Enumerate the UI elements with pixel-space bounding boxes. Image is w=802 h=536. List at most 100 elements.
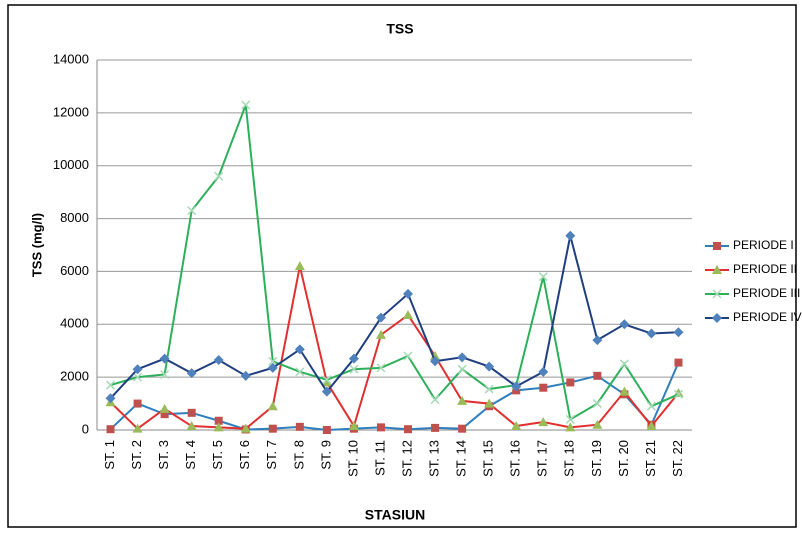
chart-title: TSS (386, 21, 413, 37)
data-point (457, 395, 468, 405)
data-point (268, 424, 277, 433)
legend-label: PERIODE I (733, 238, 794, 252)
data-point (214, 171, 224, 181)
data-point (321, 377, 332, 387)
x-tick-label: ST. 17 (535, 440, 550, 477)
data-point (349, 364, 359, 374)
data-point (348, 421, 359, 431)
legend-label: PERIODE III (733, 286, 800, 300)
data-point (132, 364, 143, 375)
data-point (592, 399, 602, 409)
data-point (619, 319, 630, 330)
series-line (110, 104, 679, 422)
data-point (712, 265, 722, 274)
data-point (404, 425, 413, 434)
x-tick-label: ST. 18 (562, 440, 577, 477)
data-point (294, 261, 305, 271)
data-point (268, 356, 278, 366)
y-tick-label: 6000 (60, 263, 89, 278)
x-tick-label: ST. 20 (616, 440, 631, 477)
series-line (109, 362, 680, 432)
x-tick-label: ST. 19 (589, 440, 604, 477)
data-point (430, 351, 441, 360)
data-point (160, 410, 169, 419)
data-point (213, 422, 224, 432)
y-tick-label: 2000 (60, 369, 89, 384)
data-point (375, 312, 386, 323)
x-tick-label: ST. 1 (102, 440, 117, 470)
data-point (267, 401, 278, 411)
data-point (321, 386, 332, 397)
data-point (133, 399, 142, 408)
y-tick-label: 8000 (60, 210, 89, 225)
data-point (132, 423, 143, 433)
data-point (673, 327, 684, 338)
data-point (713, 242, 721, 250)
data-point (712, 289, 722, 299)
data-point (322, 426, 331, 434)
data-point (592, 419, 603, 429)
data-point (538, 272, 548, 282)
data-point (187, 408, 196, 417)
data-point (241, 100, 251, 110)
data-point (294, 344, 305, 355)
data-point (592, 335, 603, 346)
data-point (431, 423, 440, 432)
y-axis-label: TSS (mg/l) (29, 213, 44, 277)
data-point (457, 364, 467, 374)
series-line (109, 265, 680, 430)
data-point (430, 356, 441, 367)
x-tick-label: ST. 3 (156, 440, 171, 470)
data-point (106, 425, 115, 434)
x-tick-label: ST. 8 (291, 440, 306, 470)
data-point (213, 354, 224, 365)
data-point (566, 378, 575, 387)
data-point (646, 401, 656, 411)
data-point (322, 375, 332, 385)
x-tick-label: ST. 14 (454, 440, 469, 477)
data-point (430, 395, 440, 405)
data-point (376, 363, 386, 373)
x-tick-label: ST. 2 (129, 440, 144, 470)
y-tick-label: 14000 (53, 51, 89, 66)
data-point (403, 288, 414, 299)
x-tick-label: ST. 9 (318, 440, 333, 470)
data-point (538, 417, 549, 427)
data-point (673, 389, 684, 399)
data-point (619, 386, 630, 396)
data-point (538, 366, 549, 377)
x-tick-label: ST. 22 (670, 440, 685, 477)
data-point (105, 393, 116, 404)
x-tick-label: ST. 5 (210, 440, 225, 470)
data-point (565, 414, 575, 424)
data-point (619, 359, 629, 369)
data-point (295, 367, 305, 377)
x-tick-label: ST. 6 (237, 440, 252, 470)
data-point (186, 368, 197, 379)
data-point (646, 421, 657, 431)
x-tick-label: ST. 4 (183, 440, 198, 470)
data-point (565, 230, 576, 241)
data-point (187, 206, 197, 216)
data-point (457, 352, 468, 363)
data-point (712, 313, 722, 323)
data-point (375, 329, 386, 339)
x-tick-label: ST. 10 (345, 440, 360, 477)
data-point (539, 383, 548, 392)
x-tick-label: ST. 11 (372, 440, 387, 476)
data-point (214, 416, 223, 425)
data-point (133, 372, 143, 382)
data-point (348, 353, 359, 364)
x-axis-label: STASIUN (365, 507, 425, 523)
x-tick-label: ST. 21 (643, 440, 658, 477)
x-tick-label: ST. 13 (427, 440, 442, 477)
data-point (646, 328, 657, 339)
data-point (484, 384, 494, 394)
data-point (160, 369, 170, 380)
data-point (484, 361, 495, 372)
data-point (240, 423, 251, 433)
y-tick-label: 12000 (53, 104, 89, 119)
data-point (159, 403, 170, 413)
data-point (565, 422, 576, 432)
